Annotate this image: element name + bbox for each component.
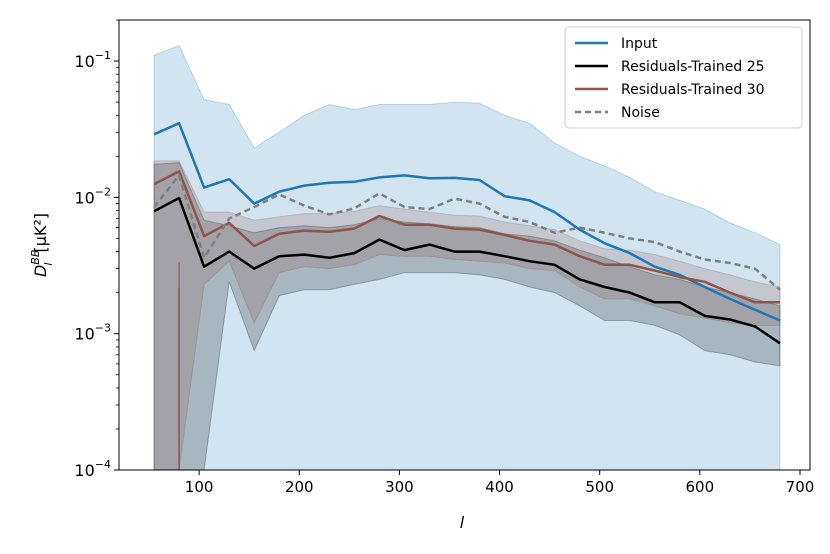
y-label-superscript: BB bbox=[29, 250, 42, 265]
y-tick-label-0: 10−4 bbox=[74, 458, 111, 480]
series-lines bbox=[153, 121, 781, 345]
line-residuals-trained-25 bbox=[153, 196, 781, 345]
line-residuals-trained-30 bbox=[153, 170, 780, 304]
y-label-unit: [μK²] bbox=[31, 213, 50, 253]
y-tick-label-1: 10−3 bbox=[74, 322, 111, 344]
y-label-subscript: l bbox=[42, 263, 55, 266]
x-tick-label-600: 600 bbox=[686, 478, 715, 496]
legend: Input Residuals-Trained 25 Residuals-Train… bbox=[564, 26, 803, 129]
plot-frame bbox=[118, 19, 811, 471]
x-tick-label-200: 200 bbox=[285, 478, 314, 496]
x-tick-label-700: 700 bbox=[786, 478, 815, 496]
band-input bbox=[153, 44, 781, 470]
legend-label-input: Input bbox=[621, 36, 658, 52]
legend-box bbox=[564, 26, 803, 129]
y-tick-label-3: 10−1 bbox=[74, 49, 111, 71]
band-residuals-trained-30 bbox=[153, 160, 781, 470]
line-input bbox=[153, 121, 781, 322]
legend-label-residuals-trained-25: Residuals-Trained 25 bbox=[621, 59, 765, 75]
legend-label-noise: Noise bbox=[621, 105, 660, 121]
y-label-symbol: D bbox=[31, 265, 50, 277]
y-axis-label: DBBl [μK²] bbox=[29, 213, 55, 277]
x-tick-label-100: 100 bbox=[185, 478, 214, 496]
legend-label-residuals-trained-30: Residuals-Trained 30 bbox=[621, 82, 765, 98]
x-axis-label: l bbox=[460, 513, 465, 532]
y-axis: 10−4 10−3 10−2 10−1 bbox=[74, 19, 119, 480]
x-tick-label-300: 300 bbox=[385, 478, 414, 496]
x-tick-label-500: 500 bbox=[585, 478, 614, 496]
line-noise bbox=[153, 174, 781, 291]
x-axis: 100 200 300 400 500 600 700 bbox=[185, 470, 815, 496]
y-tick-label-2: 10−2 bbox=[74, 185, 111, 207]
legend-items: Input Residuals-Trained 25 Residuals-Train… bbox=[575, 36, 765, 121]
x-tick-label-400: 400 bbox=[485, 478, 514, 496]
